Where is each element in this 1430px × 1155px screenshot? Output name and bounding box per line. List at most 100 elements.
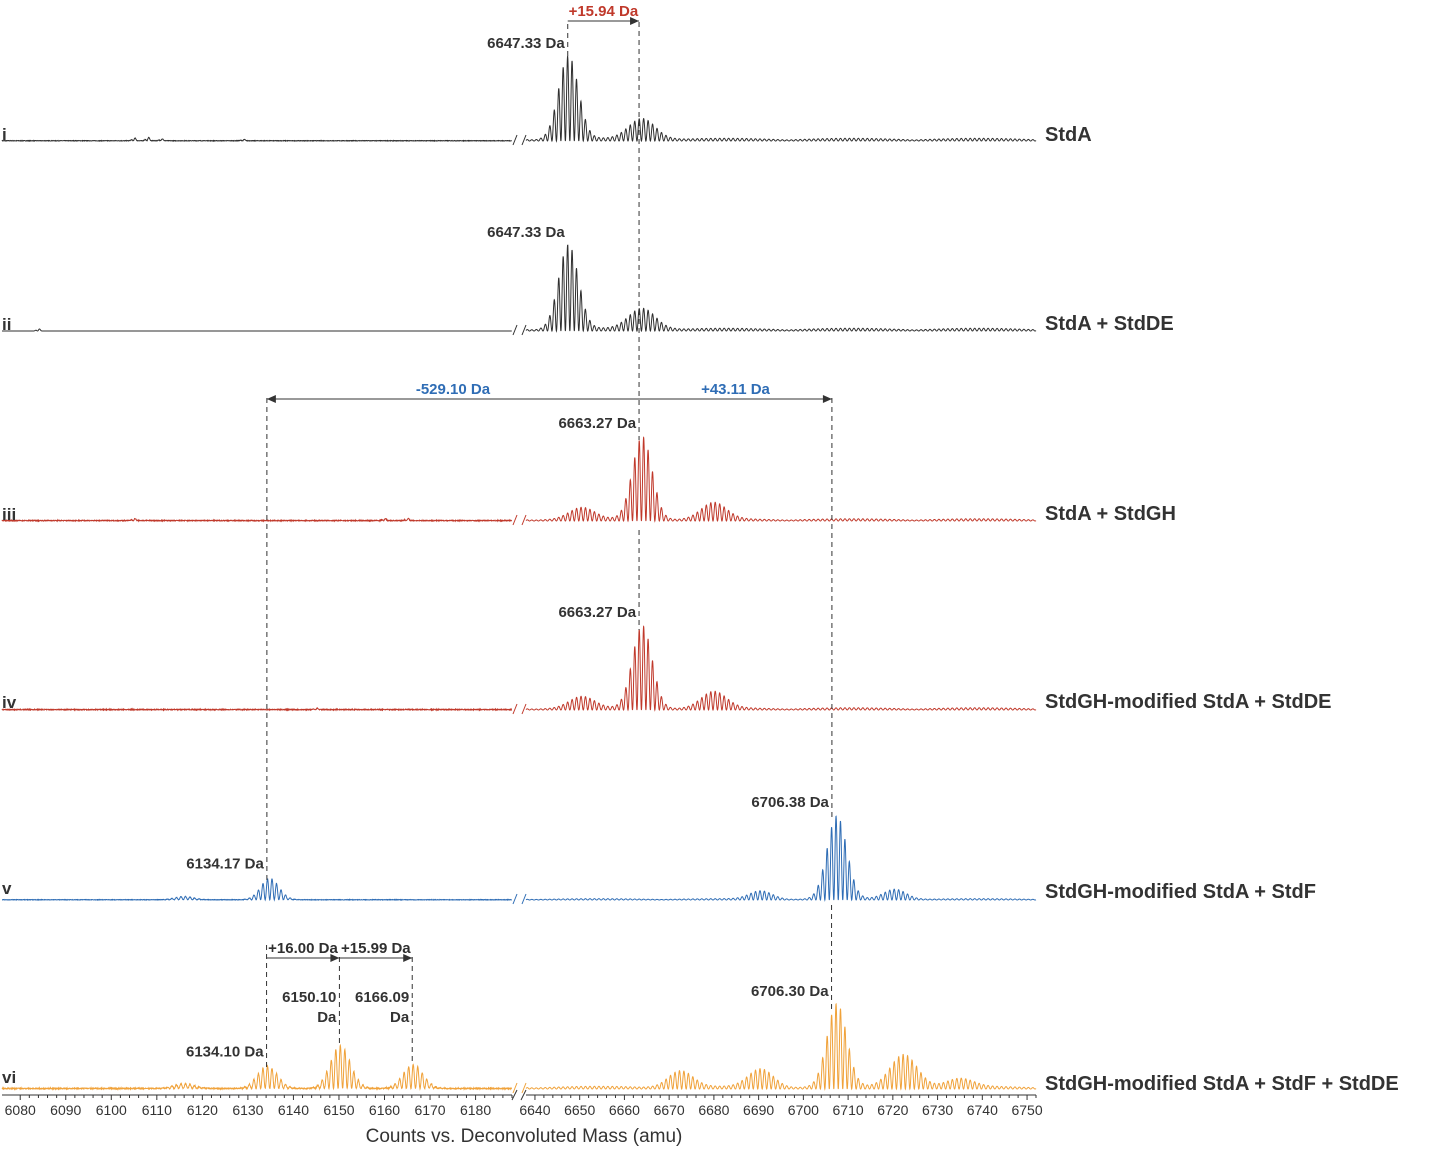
x-tick-label: 6710 [833, 1102, 864, 1118]
annotation-arrow: -529.10 Da [266, 381, 640, 403]
series-title-vi: StdGH-modified StdA + StdF + StdDE [1045, 1073, 1399, 1095]
panel-labels: i StdA 6647.33 Da ii StdA + StdDE 6647.33 Da i… [2, 35, 1399, 1095]
dashed-guides: +15.94 Da -529.10 Da +43.11 Da +16.00 Da +15… [266, 3, 833, 1070]
x-tick-label: 6650 [564, 1102, 595, 1118]
break-mark [512, 324, 518, 336]
peak-label: 6150.10 [282, 989, 336, 1006]
series-title-iii: StdA + StdGH [1045, 503, 1176, 525]
spectra-traces [1, 55, 1037, 1094]
trace-iii-left [1, 517, 513, 523]
trace-vi-left [1, 1043, 513, 1091]
x-axis-label: Counts vs. Deconvoluted Mass (amu) [366, 1126, 683, 1147]
panel-label-v: v [2, 879, 12, 898]
x-tick-label: 6700 [788, 1102, 819, 1118]
x-axis: 6080 6090 6100 6110 6120 6130 6140 6150 6160 6170… [2, 1089, 1043, 1118]
x-tick-label: 6720 [877, 1102, 908, 1118]
arrow-head [630, 17, 640, 25]
mass-difference-label: +43.11 Da [701, 381, 770, 398]
trace-v [1, 815, 1037, 905]
mass-difference-label: +15.94 Da [569, 3, 639, 20]
peak-label: 6663.27 Da [558, 415, 636, 432]
trace-i-left [1, 136, 512, 143]
trace-v-right [525, 815, 1037, 902]
break-mark [512, 893, 518, 905]
x-tick-label: 6110 [142, 1102, 172, 1118]
series-title-iv: StdGH-modified StdA + StdDE [1045, 691, 1331, 713]
trace-v-left [1, 878, 512, 902]
x-tick-label: 6080 [5, 1102, 36, 1118]
panel-label-vi: vi [2, 1068, 16, 1087]
peak-label: 6663.27 Da [558, 604, 636, 621]
break-mark [521, 324, 527, 336]
annotation-arrow: +16.00 Da [266, 940, 340, 962]
x-tick-label: 6180 [460, 1102, 491, 1118]
trace-ii [2, 244, 1037, 336]
panel-label-i: i [2, 125, 7, 144]
trace-vi [1, 1003, 1037, 1094]
mass-difference-label: -529.10 Da [416, 381, 491, 398]
annotation-arrow: +43.11 Da [639, 381, 832, 403]
x-tick-label: 6640 [519, 1102, 550, 1118]
x-tick-label: 6670 [654, 1102, 685, 1118]
annotation-arrow: +15.94 Da [567, 3, 640, 25]
x-tick-label: 6090 [50, 1102, 81, 1118]
arrow-head [266, 395, 276, 403]
mass-difference-label: +16.00 Da [268, 940, 338, 957]
peak-label: 6647.33 Da [487, 224, 565, 241]
trace-iv-right [525, 625, 1037, 712]
x-tick-label: 6680 [698, 1102, 729, 1118]
x-tick-label: 6120 [187, 1102, 218, 1118]
peak-label: 6706.30 Da [751, 983, 829, 1000]
peak-label: Da [317, 1009, 337, 1026]
break-mark [512, 1082, 518, 1094]
break-mark [512, 134, 518, 146]
peak-label: 6647.33 Da [487, 35, 565, 52]
x-tick-label: 6100 [96, 1102, 127, 1118]
trace-vi-right [525, 1003, 1037, 1091]
trace-ii-right [525, 244, 1037, 333]
x-tick-label: 6140 [278, 1102, 309, 1118]
peak-label: 6706.38 Da [751, 794, 829, 811]
break-mark [512, 703, 518, 715]
arrow-head [822, 395, 832, 403]
trace-iii-right [525, 436, 1037, 523]
break-mark [521, 893, 527, 905]
series-title-v: StdGH-modified StdA + StdF [1045, 881, 1316, 903]
trace-ii-left [2, 328, 512, 332]
x-tick-label: 6150 [323, 1102, 354, 1118]
break-mark [521, 703, 527, 715]
axis-break [520, 1089, 527, 1101]
x-tick-label: 6170 [414, 1102, 445, 1118]
series-title-i: StdA [1045, 124, 1092, 146]
trace-i-right [525, 55, 1037, 143]
peak-label: 6134.10 Da [186, 1044, 264, 1061]
panel-label-iii: iii [2, 505, 16, 524]
arrow-head [330, 954, 340, 962]
x-tick-label: 6130 [232, 1102, 263, 1118]
break-mark [521, 1082, 527, 1094]
trace-iii [1, 436, 1037, 526]
x-tick-label: 6690 [743, 1102, 774, 1118]
panel-label-iv: iv [2, 693, 17, 712]
panel-label-ii: ii [2, 315, 11, 334]
trace-iv-left [1, 707, 513, 712]
x-tick-label: 6750 [1011, 1102, 1042, 1118]
trace-i [1, 55, 1037, 146]
mass-difference-label: +15.99 Da [341, 940, 411, 957]
series-title-ii: StdA + StdDE [1045, 313, 1174, 335]
x-tick-label: 6660 [609, 1102, 640, 1118]
trace-iv [1, 625, 1037, 715]
x-tick-label: 6730 [922, 1102, 953, 1118]
break-mark [521, 134, 527, 146]
break-mark [512, 514, 518, 526]
peak-label: Da [390, 1009, 410, 1026]
x-tick-label: 6740 [967, 1102, 998, 1118]
annotation-arrow: +15.99 Da [339, 940, 413, 962]
arrow-head [403, 954, 413, 962]
axis-break [511, 1089, 518, 1101]
peak-label: 6166.09 [355, 989, 409, 1006]
x-tick-label: 6160 [369, 1102, 400, 1118]
break-mark [521, 514, 527, 526]
